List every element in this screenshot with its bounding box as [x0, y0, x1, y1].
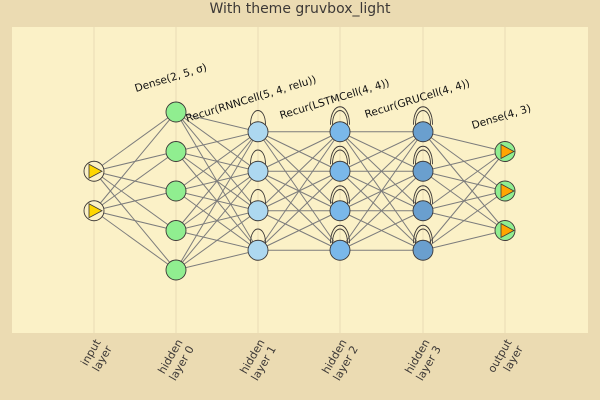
connection-edge — [93, 111, 177, 212]
connection-edge — [339, 131, 424, 212]
recurrent-loop — [250, 149, 266, 165]
recurrent-loop — [415, 110, 431, 125]
output-marker — [500, 222, 515, 239]
connection-edge — [175, 131, 259, 192]
neuron-circle — [165, 220, 187, 241]
recurrent-loop — [332, 189, 348, 204]
recurrent-loop — [413, 106, 433, 125]
connection-edge — [93, 210, 177, 271]
connection-edge — [93, 111, 177, 172]
neuron-node — [329, 225, 351, 261]
connection-edge — [339, 131, 424, 251]
connection-edge — [422, 151, 506, 172]
neuron-circle — [412, 200, 434, 222]
recurrent-loop — [332, 228, 348, 244]
neuron-circle — [247, 160, 269, 182]
recurrent-loop — [330, 185, 350, 204]
connection-edge — [422, 190, 506, 251]
recurrent-loop — [413, 146, 433, 165]
connection-edge — [422, 131, 506, 152]
recurrent-loop — [250, 110, 266, 125]
recurrent-loop — [330, 106, 350, 125]
output-marker — [500, 143, 515, 160]
input-marker — [88, 163, 103, 179]
recurrent-loop — [250, 189, 266, 204]
connection-edge — [175, 111, 259, 133]
neuron-node — [165, 141, 187, 162]
connection-edge — [93, 151, 177, 212]
connection-edge — [175, 170, 259, 271]
plot-area — [12, 27, 588, 333]
connection-edge — [175, 210, 259, 271]
connection-edge — [339, 131, 424, 172]
connection-edge — [175, 249, 259, 271]
connection-edge — [175, 131, 259, 231]
neuron-nodes — [83, 101, 516, 281]
connection-edge — [339, 210, 424, 251]
connection-edge — [257, 170, 341, 251]
recurrent-loop — [415, 149, 431, 165]
neuron-circle — [247, 121, 269, 143]
connection-edge — [339, 170, 424, 251]
neuron-node — [165, 180, 187, 202]
connection-edge — [257, 210, 341, 251]
chart-title: With theme gruvbox_light — [209, 1, 391, 17]
recurrent-loop — [413, 185, 433, 204]
neuron-node — [165, 220, 187, 241]
recurrent-loop — [415, 189, 431, 204]
neuron-node — [247, 149, 269, 182]
neuron-circle — [412, 121, 434, 143]
neuron-circle — [329, 200, 351, 222]
neuron-node — [83, 160, 105, 182]
connection-edges — [93, 111, 506, 271]
connection-edge — [93, 190, 177, 212]
neuron-node — [329, 106, 351, 143]
recurrent-loop — [330, 146, 350, 165]
neuron-circle — [412, 239, 434, 261]
connection-edge — [257, 131, 341, 172]
neuron-circle — [165, 180, 187, 202]
connection-edge — [422, 230, 506, 251]
neuron-circle — [165, 259, 187, 281]
connection-edge — [257, 131, 341, 251]
neuron-circle — [165, 101, 187, 123]
neuron-node — [412, 225, 434, 261]
recurrent-loop — [330, 225, 350, 244]
connection-edge — [93, 210, 177, 231]
recurrent-loop — [415, 228, 431, 244]
recurrent-loop — [250, 228, 266, 244]
neuron-node — [494, 220, 516, 241]
neuron-node — [412, 185, 434, 222]
neuron-circle — [329, 160, 351, 182]
recurrent-loop — [413, 225, 433, 244]
output-marker — [500, 183, 515, 199]
neuron-circle — [247, 200, 269, 222]
neuron-node — [247, 228, 269, 261]
connection-edge — [422, 151, 506, 251]
neuron-circle — [247, 239, 269, 261]
neuron-circle — [329, 121, 351, 143]
neuron-node — [247, 189, 269, 222]
neuron-node — [494, 180, 516, 202]
neuron-node — [165, 101, 187, 123]
neuron-node — [329, 146, 351, 182]
neuron-node — [412, 106, 434, 143]
neuron-node — [165, 259, 187, 281]
neuron-node — [247, 110, 269, 143]
neuron-node — [329, 185, 351, 222]
input-marker — [88, 203, 103, 219]
connection-edge — [257, 131, 341, 212]
recurrent-loop — [332, 110, 348, 125]
connection-edge — [175, 131, 259, 152]
neuron-node — [412, 146, 434, 182]
neuron-node — [494, 141, 516, 162]
connection-edge — [175, 131, 259, 271]
neuron-circle — [329, 239, 351, 261]
connection-edge — [422, 151, 506, 212]
recurrent-loop — [332, 149, 348, 165]
neuron-circle — [412, 160, 434, 182]
neuron-node — [83, 200, 105, 222]
neuron-circle — [165, 141, 187, 162]
